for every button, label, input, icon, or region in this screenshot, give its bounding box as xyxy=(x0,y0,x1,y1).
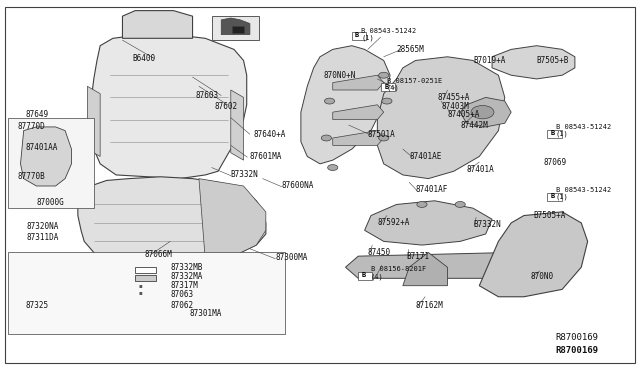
Circle shape xyxy=(379,135,389,141)
Text: 87300MA: 87300MA xyxy=(275,253,308,263)
Text: B7171: B7171 xyxy=(406,251,429,261)
Text: 87600NA: 87600NA xyxy=(282,182,314,190)
Circle shape xyxy=(471,106,494,119)
Text: 87405+A: 87405+A xyxy=(447,109,480,119)
Bar xyxy=(135,275,156,281)
Circle shape xyxy=(417,202,427,208)
Polygon shape xyxy=(199,179,266,260)
Bar xyxy=(135,267,156,273)
Polygon shape xyxy=(122,11,193,38)
Text: B6400: B6400 xyxy=(132,54,155,63)
Polygon shape xyxy=(88,86,100,157)
Text: 87649: 87649 xyxy=(26,109,49,119)
Bar xyxy=(547,193,561,201)
Text: 87455+A: 87455+A xyxy=(438,93,470,102)
Bar xyxy=(381,83,395,92)
Text: B 08543-51242
(1): B 08543-51242 (1) xyxy=(362,28,417,41)
Polygon shape xyxy=(301,46,390,164)
Text: R8700169: R8700169 xyxy=(556,333,599,342)
Text: 87592+A: 87592+A xyxy=(378,218,410,227)
Bar xyxy=(212,16,259,40)
Bar xyxy=(232,26,244,33)
Text: 87062: 87062 xyxy=(170,301,193,311)
Text: 87063: 87063 xyxy=(170,291,193,299)
Polygon shape xyxy=(333,75,384,90)
Text: B 08157-0251E
(4): B 08157-0251E (4) xyxy=(387,78,442,91)
Text: B: B xyxy=(384,84,388,90)
Text: 87770B: 87770B xyxy=(17,172,45,181)
Circle shape xyxy=(324,98,335,104)
Bar xyxy=(8,118,94,208)
Text: B: B xyxy=(355,32,359,38)
Text: B7505+B: B7505+B xyxy=(537,56,569,65)
Text: 87000G: 87000G xyxy=(36,198,64,207)
Text: 87325: 87325 xyxy=(26,301,49,311)
Text: 87403M: 87403M xyxy=(441,102,469,111)
Text: 87603: 87603 xyxy=(196,91,219,100)
Text: 87317M: 87317M xyxy=(170,281,198,290)
Text: 87069: 87069 xyxy=(543,157,566,167)
Bar xyxy=(547,129,561,138)
Text: 87162M: 87162M xyxy=(415,301,444,311)
Text: B7332N: B7332N xyxy=(473,220,500,229)
Text: B: B xyxy=(550,130,555,136)
Text: 87770D: 87770D xyxy=(17,122,45,131)
Polygon shape xyxy=(365,201,492,245)
Text: B 08543-51242
(1): B 08543-51242 (1) xyxy=(556,124,611,137)
Text: R8700169: R8700169 xyxy=(556,346,599,355)
Text: 87401A: 87401A xyxy=(467,165,494,174)
Text: 28565M: 28565M xyxy=(396,45,424,54)
Text: 87602: 87602 xyxy=(215,102,238,111)
Text: 87311DA: 87311DA xyxy=(27,233,60,242)
Polygon shape xyxy=(91,35,246,179)
Bar xyxy=(358,272,372,280)
Bar xyxy=(352,32,366,40)
Circle shape xyxy=(455,202,465,208)
Text: B 08156-8201F
(4): B 08156-8201F (4) xyxy=(371,266,426,279)
Text: 87401AF: 87401AF xyxy=(415,185,448,194)
Circle shape xyxy=(382,98,392,104)
Text: 87640+A: 87640+A xyxy=(253,130,285,139)
Polygon shape xyxy=(479,212,588,297)
Text: 87450: 87450 xyxy=(368,248,391,257)
Polygon shape xyxy=(460,97,511,127)
Text: 87332MA: 87332MA xyxy=(170,272,203,281)
Text: 87401AA: 87401AA xyxy=(26,143,58,152)
Circle shape xyxy=(328,164,338,170)
Text: 87301MA: 87301MA xyxy=(189,309,221,318)
Polygon shape xyxy=(231,90,244,160)
Polygon shape xyxy=(221,18,250,35)
Text: 87401AE: 87401AE xyxy=(409,152,442,161)
Text: B7332N: B7332N xyxy=(231,170,259,179)
Text: B: B xyxy=(361,272,365,278)
Polygon shape xyxy=(378,57,505,179)
Text: B: B xyxy=(550,193,555,199)
Polygon shape xyxy=(492,46,575,79)
Text: 87501A: 87501A xyxy=(368,130,396,139)
Text: 87442M: 87442M xyxy=(460,121,488,129)
Polygon shape xyxy=(20,127,72,186)
Circle shape xyxy=(379,72,389,78)
Text: B7019+A: B7019+A xyxy=(473,56,506,65)
Polygon shape xyxy=(403,253,447,286)
Polygon shape xyxy=(333,105,384,119)
Polygon shape xyxy=(88,260,266,286)
Text: 87066M: 87066M xyxy=(145,250,173,259)
Polygon shape xyxy=(78,177,266,263)
Text: 870N0: 870N0 xyxy=(531,272,554,281)
Text: 87601MA: 87601MA xyxy=(250,152,282,161)
Text: ▪: ▪ xyxy=(138,290,142,295)
Text: 87320NA: 87320NA xyxy=(27,222,60,231)
Bar xyxy=(8,253,285,334)
Text: 87332MB: 87332MB xyxy=(170,263,203,272)
Text: ▪: ▪ xyxy=(138,283,142,288)
Text: B7505+A: B7505+A xyxy=(534,211,566,220)
Text: 870N0+N: 870N0+N xyxy=(323,71,356,80)
Polygon shape xyxy=(346,253,531,278)
Circle shape xyxy=(321,135,332,141)
Text: B 08543-51242
(1): B 08543-51242 (1) xyxy=(556,187,611,200)
Polygon shape xyxy=(333,131,384,145)
